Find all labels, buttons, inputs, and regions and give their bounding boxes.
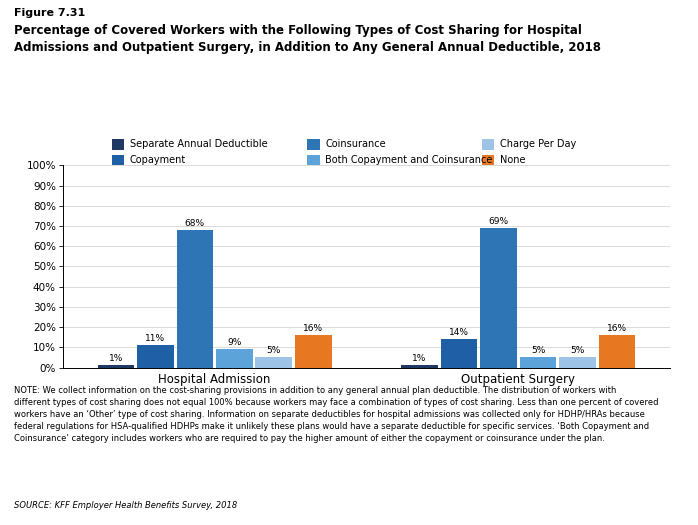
Bar — [559, 358, 596, 368]
Bar — [137, 345, 174, 367]
Text: Percentage of Covered Workers with the Following Types of Cost Sharing for Hospi: Percentage of Covered Workers with the F… — [14, 24, 601, 54]
Text: 5%: 5% — [570, 346, 585, 355]
Text: Charge Per Day: Charge Per Day — [500, 139, 576, 150]
Text: 1%: 1% — [109, 354, 123, 363]
Bar — [177, 230, 214, 368]
Text: 5%: 5% — [267, 346, 281, 355]
Text: 1%: 1% — [413, 354, 426, 363]
Bar — [401, 365, 438, 368]
Text: 68%: 68% — [185, 219, 205, 228]
Text: 14%: 14% — [449, 328, 469, 337]
Text: Coinsurance: Coinsurance — [325, 139, 386, 150]
Bar — [599, 335, 635, 367]
Bar — [295, 335, 332, 367]
Bar — [519, 358, 556, 368]
Bar — [216, 349, 253, 367]
Text: Copayment: Copayment — [130, 155, 186, 165]
Bar — [440, 339, 477, 368]
Bar — [480, 228, 517, 368]
Text: 9%: 9% — [227, 338, 242, 348]
Text: Separate Annual Deductible: Separate Annual Deductible — [130, 139, 267, 150]
Text: 16%: 16% — [303, 324, 323, 333]
Text: Both Copayment and Coinsurance: Both Copayment and Coinsurance — [325, 155, 493, 165]
Text: NOTE: We collect information on the cost-sharing provisions in addition to any g: NOTE: We collect information on the cost… — [14, 386, 658, 444]
Bar — [255, 358, 292, 368]
Text: 11%: 11% — [145, 334, 165, 343]
Text: Figure 7.31: Figure 7.31 — [14, 8, 85, 18]
Text: SOURCE: KFF Employer Health Benefits Survey, 2018: SOURCE: KFF Employer Health Benefits Sur… — [14, 501, 237, 510]
Text: 5%: 5% — [530, 346, 545, 355]
Text: None: None — [500, 155, 526, 165]
Bar — [98, 365, 134, 368]
Text: 69%: 69% — [489, 217, 509, 226]
Text: 16%: 16% — [607, 324, 627, 333]
